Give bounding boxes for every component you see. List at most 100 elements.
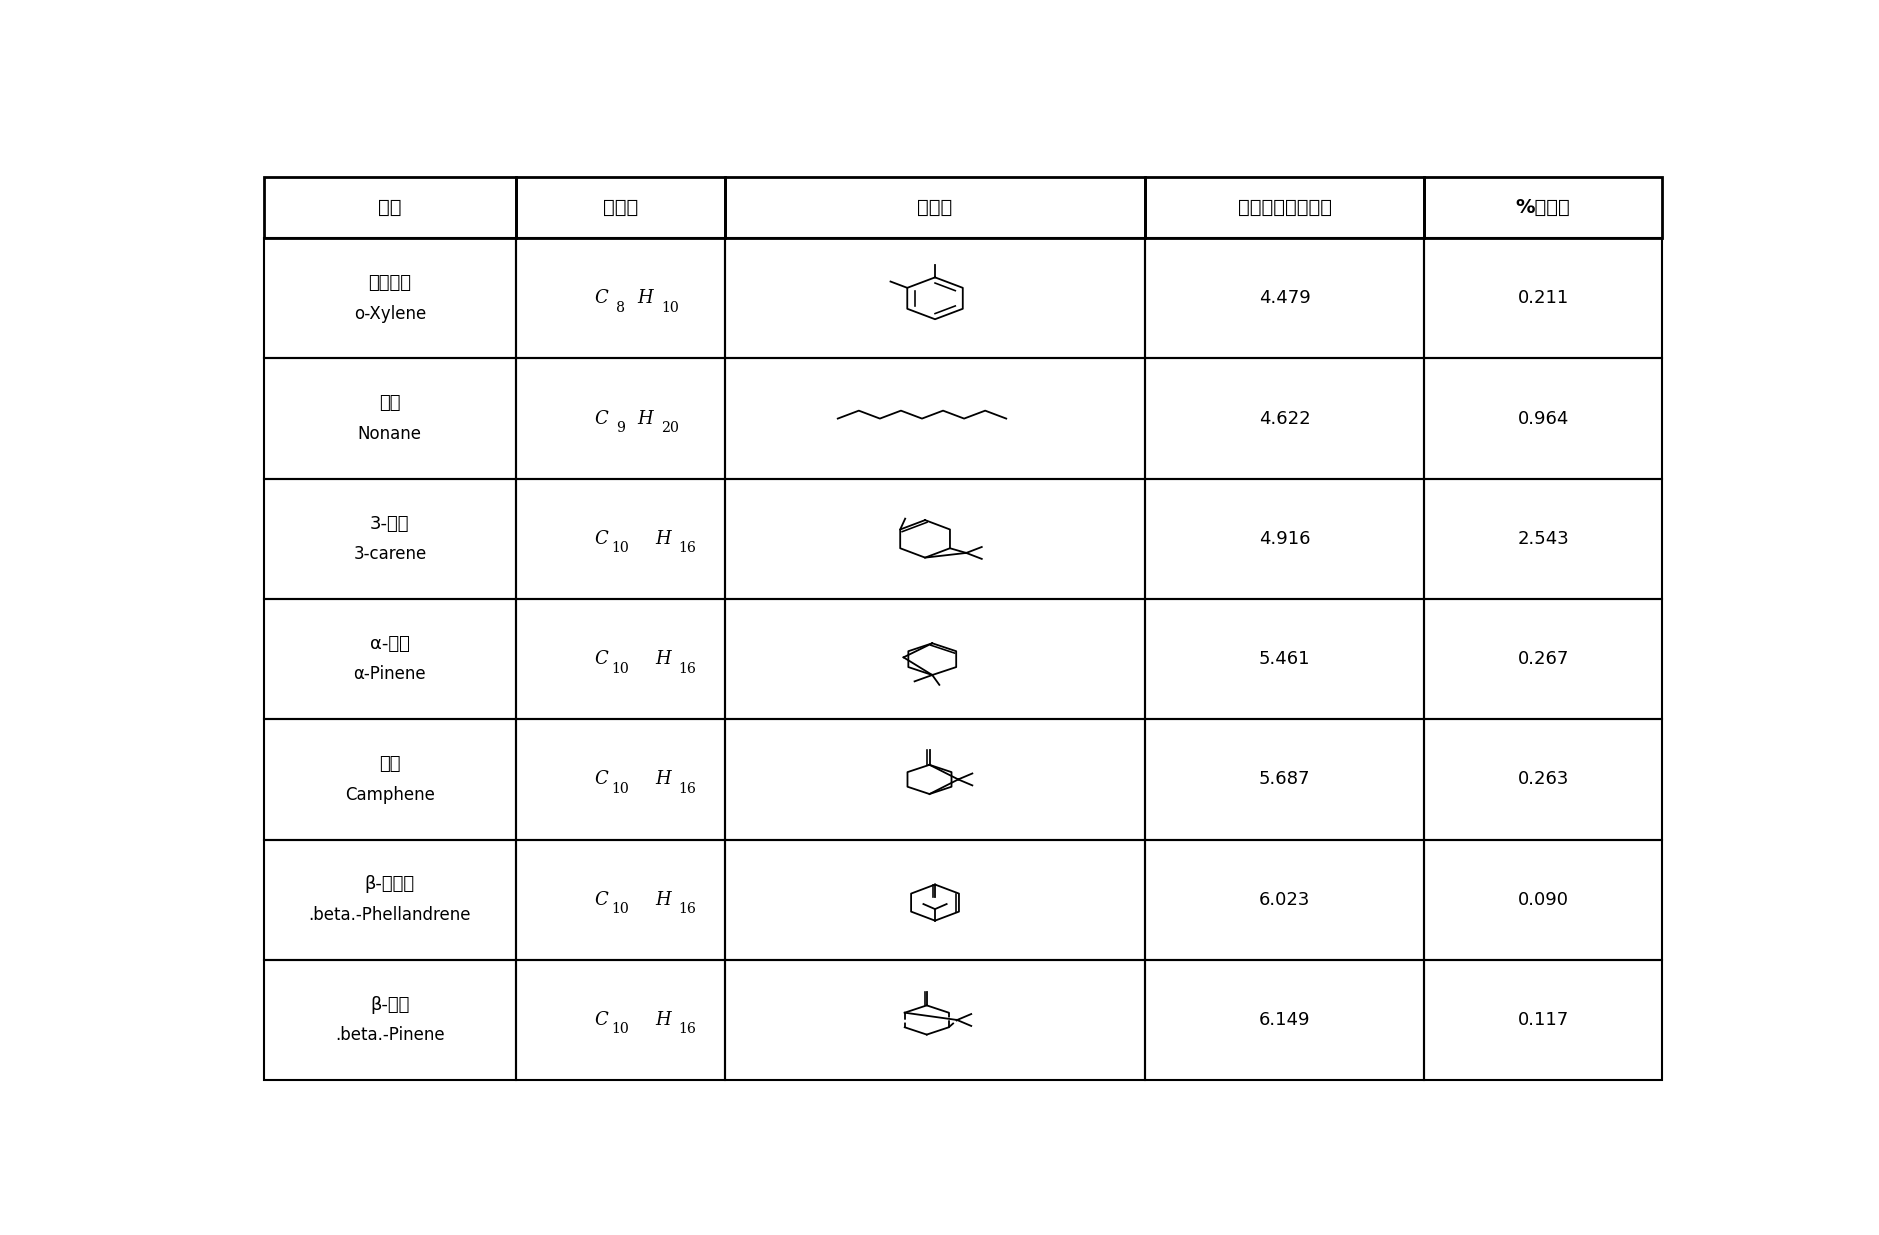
Text: 3-carene: 3-carene — [353, 545, 427, 563]
Text: 结构式: 结构式 — [917, 198, 953, 217]
Bar — [263, 238, 515, 358]
Text: 10: 10 — [611, 541, 629, 556]
Bar — [1424, 238, 1661, 358]
Bar — [263, 840, 515, 960]
Bar — [263, 358, 515, 479]
Text: 0.263: 0.263 — [1518, 771, 1569, 788]
Text: 莰烯: 莰烯 — [380, 756, 400, 773]
Text: 6.149: 6.149 — [1259, 1011, 1310, 1029]
Text: .beta.-Pinene: .beta.-Pinene — [334, 1026, 445, 1045]
Bar — [725, 719, 1144, 840]
Text: 16: 16 — [678, 541, 697, 556]
Text: 16: 16 — [678, 782, 697, 795]
Bar — [1424, 719, 1661, 840]
Bar — [725, 599, 1144, 719]
Bar — [515, 177, 725, 238]
Text: 邻二甲苯: 邻二甲苯 — [368, 274, 412, 293]
Bar — [515, 719, 725, 840]
Text: 0.211: 0.211 — [1518, 289, 1569, 308]
Bar — [725, 177, 1144, 238]
Text: C: C — [594, 890, 609, 909]
Text: 分子式: 分子式 — [603, 198, 639, 217]
Text: 6.023: 6.023 — [1259, 890, 1310, 909]
Text: H: H — [637, 289, 654, 308]
Bar — [725, 840, 1144, 960]
Bar — [1144, 238, 1424, 358]
Text: 16: 16 — [678, 1023, 697, 1036]
Bar — [515, 599, 725, 719]
Text: 16: 16 — [678, 903, 697, 916]
Bar — [1144, 358, 1424, 479]
Bar — [1424, 177, 1661, 238]
Text: 5.461: 5.461 — [1259, 650, 1310, 668]
Text: 名称: 名称 — [378, 198, 402, 217]
Bar — [1144, 177, 1424, 238]
Bar — [1424, 358, 1661, 479]
Text: 4.916: 4.916 — [1259, 530, 1310, 548]
Bar — [1144, 479, 1424, 599]
Text: 20: 20 — [661, 421, 678, 435]
Text: 0.964: 0.964 — [1518, 410, 1569, 427]
Text: H: H — [656, 1011, 671, 1029]
Text: H: H — [656, 650, 671, 668]
Bar — [1144, 960, 1424, 1081]
Bar — [725, 960, 1144, 1081]
Text: α-蒎烯: α-蒎烯 — [370, 635, 410, 653]
Bar — [725, 479, 1144, 599]
Text: %比总数: %比总数 — [1516, 198, 1571, 217]
Text: 保留时间（分钟）: 保留时间（分钟） — [1238, 198, 1332, 217]
Bar — [1424, 479, 1661, 599]
Text: 0.090: 0.090 — [1518, 890, 1569, 909]
Bar — [263, 177, 515, 238]
Bar — [1424, 599, 1661, 719]
Text: 10: 10 — [661, 301, 678, 315]
Text: C: C — [594, 1011, 609, 1029]
Bar — [1144, 719, 1424, 840]
Text: C: C — [594, 289, 609, 308]
Bar — [515, 358, 725, 479]
Text: β-蒎烯: β-蒎烯 — [370, 995, 410, 1014]
Bar — [515, 479, 725, 599]
Text: 8: 8 — [616, 301, 626, 315]
Text: Camphene: Camphene — [346, 785, 434, 804]
Text: 0.117: 0.117 — [1518, 1011, 1569, 1029]
Bar — [725, 238, 1144, 358]
Text: 4.479: 4.479 — [1259, 289, 1310, 308]
Bar — [263, 719, 515, 840]
Text: H: H — [656, 530, 671, 548]
Text: C: C — [594, 410, 609, 427]
Bar — [1144, 599, 1424, 719]
Text: 10: 10 — [611, 903, 629, 916]
Bar — [1144, 840, 1424, 960]
Bar — [263, 599, 515, 719]
Text: o-Xylene: o-Xylene — [353, 305, 427, 322]
Bar — [1424, 960, 1661, 1081]
Bar — [515, 238, 725, 358]
Bar — [515, 960, 725, 1081]
Text: β-水芹烯: β-水芹烯 — [365, 876, 415, 893]
Bar — [515, 840, 725, 960]
Bar — [725, 358, 1144, 479]
Text: C: C — [594, 771, 609, 788]
Text: α-Pinene: α-Pinene — [353, 666, 427, 683]
Text: 2.543: 2.543 — [1516, 530, 1569, 548]
Text: 3-蒈烯: 3-蒈烯 — [370, 515, 410, 532]
Text: H: H — [656, 890, 671, 909]
Text: 9: 9 — [616, 421, 626, 435]
Bar — [263, 479, 515, 599]
Text: 壬烷: 壬烷 — [380, 394, 400, 412]
Text: 5.687: 5.687 — [1259, 771, 1310, 788]
Text: 16: 16 — [678, 662, 697, 676]
Text: C: C — [594, 530, 609, 548]
Text: 4.622: 4.622 — [1259, 410, 1310, 427]
Text: H: H — [656, 771, 671, 788]
Text: H: H — [637, 410, 654, 427]
Text: 10: 10 — [611, 782, 629, 795]
Text: 0.267: 0.267 — [1518, 650, 1569, 668]
Text: Nonane: Nonane — [357, 425, 421, 443]
Bar — [263, 960, 515, 1081]
Text: 10: 10 — [611, 1023, 629, 1036]
Text: 10: 10 — [611, 662, 629, 676]
Bar — [1424, 840, 1661, 960]
Text: C: C — [594, 650, 609, 668]
